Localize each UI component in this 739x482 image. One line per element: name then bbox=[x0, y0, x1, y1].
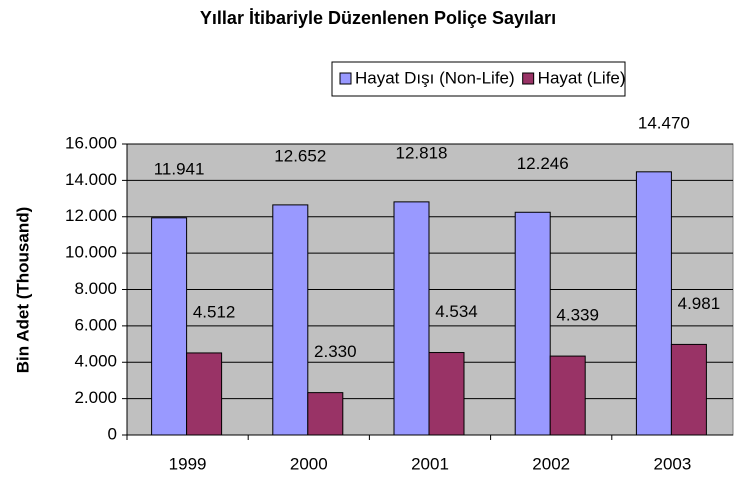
y-tick-label: 4.000 bbox=[74, 352, 117, 371]
bar bbox=[186, 352, 223, 436]
data-label: 12.246 bbox=[517, 154, 569, 173]
chart-title: Yıllar İtibariyle Düzenlenen Poliçe Sayı… bbox=[200, 8, 556, 28]
data-label: 12.652 bbox=[274, 146, 326, 165]
data-label: 4.339 bbox=[556, 306, 599, 325]
bar bbox=[393, 201, 430, 436]
x-tick-label: 2002 bbox=[532, 454, 570, 473]
data-label: 2.330 bbox=[314, 342, 357, 361]
bar bbox=[635, 171, 672, 436]
bar bbox=[307, 392, 344, 436]
data-label: 11.941 bbox=[154, 159, 205, 178]
y-tick-label: 12.000 bbox=[65, 206, 117, 225]
y-tick-label: 0 bbox=[108, 424, 117, 443]
bar bbox=[549, 355, 586, 436]
legend-label: Hayat (Life) bbox=[538, 68, 626, 87]
legend-swatch bbox=[522, 72, 535, 85]
x-tick-label: 2003 bbox=[653, 454, 691, 473]
x-tick-label: 2000 bbox=[290, 454, 328, 473]
data-label: 12.818 bbox=[396, 143, 448, 162]
bar bbox=[272, 204, 309, 436]
bar bbox=[428, 352, 465, 436]
data-label: 14.470 bbox=[638, 113, 690, 132]
data-label: 4.512 bbox=[193, 302, 236, 321]
y-tick-label: 8.000 bbox=[74, 279, 117, 298]
legend-label: Hayat Dışı (Non-Life) bbox=[355, 68, 515, 87]
y-tick-label: 2.000 bbox=[74, 388, 117, 407]
y-tick-label: 14.000 bbox=[65, 170, 117, 189]
bar bbox=[670, 343, 707, 436]
legend-swatch bbox=[339, 72, 352, 85]
bar bbox=[151, 217, 188, 436]
y-tick-label: 16.000 bbox=[65, 133, 117, 152]
data-label: 4.981 bbox=[678, 294, 721, 313]
x-tick-label: 2001 bbox=[411, 454, 449, 473]
legend bbox=[331, 61, 626, 97]
y-axis-label: Bin Adet (Thousand) bbox=[13, 207, 32, 374]
y-tick-label: 6.000 bbox=[74, 315, 117, 334]
bar bbox=[514, 211, 551, 436]
x-tick-label: 1999 bbox=[169, 454, 207, 473]
y-tick-label: 10.000 bbox=[65, 243, 117, 262]
data-label: 4.534 bbox=[435, 302, 478, 321]
